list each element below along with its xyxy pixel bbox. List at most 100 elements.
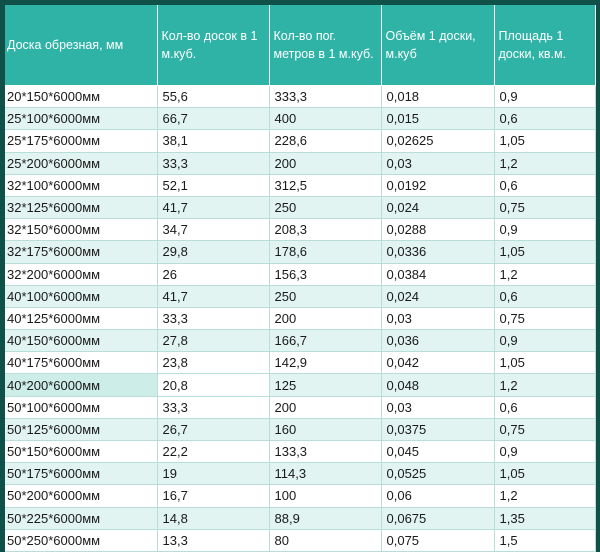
boards-per-m3-cell: 52,1 <box>156 173 270 197</box>
board-volume-cell: 0,0192 <box>380 173 495 197</box>
board-area-cell: 0,75 <box>493 306 596 331</box>
board-area-cell: 1,2 <box>493 262 596 286</box>
linear-meters-cell: 178,6 <box>268 240 382 264</box>
boards-per-m3-cell: 23,8 <box>156 351 270 375</box>
table-row: 50*250*6000мм 13,3 80 0,075 1,5 <box>5 528 596 552</box>
board-size-cell: 32*100*6000мм <box>5 173 158 197</box>
boards-per-m3-cell: 14,8 <box>156 506 270 530</box>
table-row: 40*175*6000мм 23,8 142,9 0,042 1,05 <box>5 351 596 375</box>
board-size-cell: 40*200*6000мм <box>5 373 158 397</box>
board-area-cell: 1,05 <box>493 351 596 375</box>
lumber-table: Доска обрезная, мм Кол-во досок в 1 м.ку… <box>5 5 596 552</box>
board-size-cell: 40*100*6000мм <box>5 284 158 308</box>
board-volume-cell: 0,0336 <box>380 240 495 264</box>
boards-per-m3-cell: 26,7 <box>156 417 270 442</box>
board-volume-cell: 0,036 <box>380 329 495 353</box>
linear-meters-cell: 250 <box>268 284 382 308</box>
board-area-cell: 1,2 <box>493 484 596 508</box>
board-volume-cell: 0,06 <box>380 484 495 508</box>
board-volume-cell: 0,03 <box>380 151 495 175</box>
board-volume-cell: 0,0375 <box>380 417 495 442</box>
board-area-cell: 1,05 <box>493 462 596 486</box>
boards-per-m3-cell: 26 <box>156 262 270 286</box>
table-row: 40*150*6000мм 27,8 166,7 0,036 0,9 <box>5 329 596 353</box>
linear-meters-cell: 88,9 <box>268 506 382 530</box>
board-size-cell: 40*125*6000мм <box>5 306 158 331</box>
board-area-cell: 1,2 <box>493 373 596 397</box>
board-area-cell: 1,05 <box>493 129 596 153</box>
boards-per-m3-cell: 16,7 <box>156 484 270 508</box>
board-size-cell: 32*150*6000мм <box>5 218 158 242</box>
board-area-cell: 0,9 <box>493 439 596 464</box>
board-area-cell: 0,9 <box>493 84 596 109</box>
board-area-cell: 1,5 <box>493 528 596 552</box>
board-area-cell: 0,6 <box>493 395 596 419</box>
linear-meters-cell: 166,7 <box>268 329 382 353</box>
linear-meters-cell: 200 <box>268 151 382 175</box>
linear-meters-cell: 133,3 <box>268 439 382 464</box>
boards-per-m3-cell: 66,7 <box>156 107 270 131</box>
board-size-cell: 32*125*6000мм <box>5 195 158 220</box>
board-size-cell: 50*175*6000мм <box>5 462 158 486</box>
table-row: 25*175*6000мм 38,1 228,6 0,02625 1,05 <box>5 129 596 153</box>
table-row: 50*150*6000мм 22,2 133,3 0,045 0,9 <box>5 439 596 464</box>
board-volume-cell: 0,024 <box>380 195 495 220</box>
boards-per-m3-cell: 38,1 <box>156 129 270 153</box>
board-volume-cell: 0,024 <box>380 284 495 308</box>
boards-per-m3-cell: 22,2 <box>156 439 270 464</box>
table-row: 50*225*6000мм 14,8 88,9 0,0675 1,35 <box>5 506 596 530</box>
linear-meters-cell: 333,3 <box>268 84 382 109</box>
linear-meters-cell: 228,6 <box>268 129 382 153</box>
board-area-cell: 0,9 <box>493 329 596 353</box>
boards-per-m3-cell: 34,7 <box>156 218 270 242</box>
boards-per-m3-cell: 20,8 <box>156 373 270 397</box>
board-volume-cell: 0,0525 <box>380 462 495 486</box>
linear-meters-cell: 200 <box>268 395 382 419</box>
table-row: 25*200*6000мм 33,3 200 0,03 1,2 <box>5 151 596 175</box>
linear-meters-cell: 80 <box>268 528 382 552</box>
board-volume-cell: 0,018 <box>380 84 495 109</box>
board-volume-cell: 0,075 <box>380 528 495 552</box>
board-size-cell: 50*125*6000мм <box>5 417 158 442</box>
table-row: 25*100*6000мм 66,7 400 0,015 0,6 <box>5 107 596 131</box>
board-area-cell: 0,9 <box>493 218 596 242</box>
board-area-cell: 1,2 <box>493 151 596 175</box>
board-volume-cell: 0,015 <box>380 107 495 131</box>
table-row: 40*125*6000мм 33,3 200 0,03 0,75 <box>5 306 596 331</box>
boards-per-m3-cell: 55,6 <box>156 84 270 109</box>
board-area-cell: 1,05 <box>493 240 596 264</box>
board-volume-cell: 0,0384 <box>380 262 495 286</box>
board-size-cell: 25*200*6000мм <box>5 151 158 175</box>
board-size-cell: 25*175*6000мм <box>5 129 158 153</box>
table-row: 32*125*6000мм 41,7 250 0,024 0,75 <box>5 195 596 220</box>
boards-per-m3-cell: 41,7 <box>156 195 270 220</box>
linear-meters-cell: 142,9 <box>268 351 382 375</box>
header-board-area: Площадь 1 доски, кв.м. <box>493 5 596 86</box>
linear-meters-cell: 125 <box>268 373 382 397</box>
boards-per-m3-cell: 33,3 <box>156 395 270 419</box>
linear-meters-cell: 208,3 <box>268 218 382 242</box>
table-body: 20*150*6000мм 55,6 333,3 0,018 0,9 25*100*600… <box>5 84 596 552</box>
board-size-cell: 50*200*6000мм <box>5 484 158 508</box>
board-size-cell: 50*225*6000мм <box>5 506 158 530</box>
linear-meters-cell: 114,3 <box>268 462 382 486</box>
header-board-size: Доска обрезная, мм <box>5 5 158 86</box>
linear-meters-cell: 156,3 <box>268 262 382 286</box>
linear-meters-cell: 400 <box>268 107 382 131</box>
board-size-cell: 32*175*6000мм <box>5 240 158 264</box>
linear-meters-cell: 250 <box>268 195 382 220</box>
linear-meters-cell: 160 <box>268 417 382 442</box>
board-size-cell: 25*100*6000мм <box>5 107 158 131</box>
table-row: 20*150*6000мм 55,6 333,3 0,018 0,9 <box>5 84 596 109</box>
board-size-cell: 32*200*6000мм <box>5 262 158 286</box>
table-row: 32*175*6000мм 29,8 178,6 0,0336 1,05 <box>5 240 596 264</box>
boards-per-m3-cell: 13,3 <box>156 528 270 552</box>
linear-meters-cell: 100 <box>268 484 382 508</box>
board-size-cell: 50*150*6000мм <box>5 439 158 464</box>
boards-per-m3-cell: 33,3 <box>156 151 270 175</box>
board-size-cell: 40*150*6000мм <box>5 329 158 353</box>
board-area-cell: 0,6 <box>493 173 596 197</box>
table-row: 40*100*6000мм 41,7 250 0,024 0,6 <box>5 284 596 308</box>
header-board-volume: Объём 1 доски, м.куб <box>380 5 495 86</box>
